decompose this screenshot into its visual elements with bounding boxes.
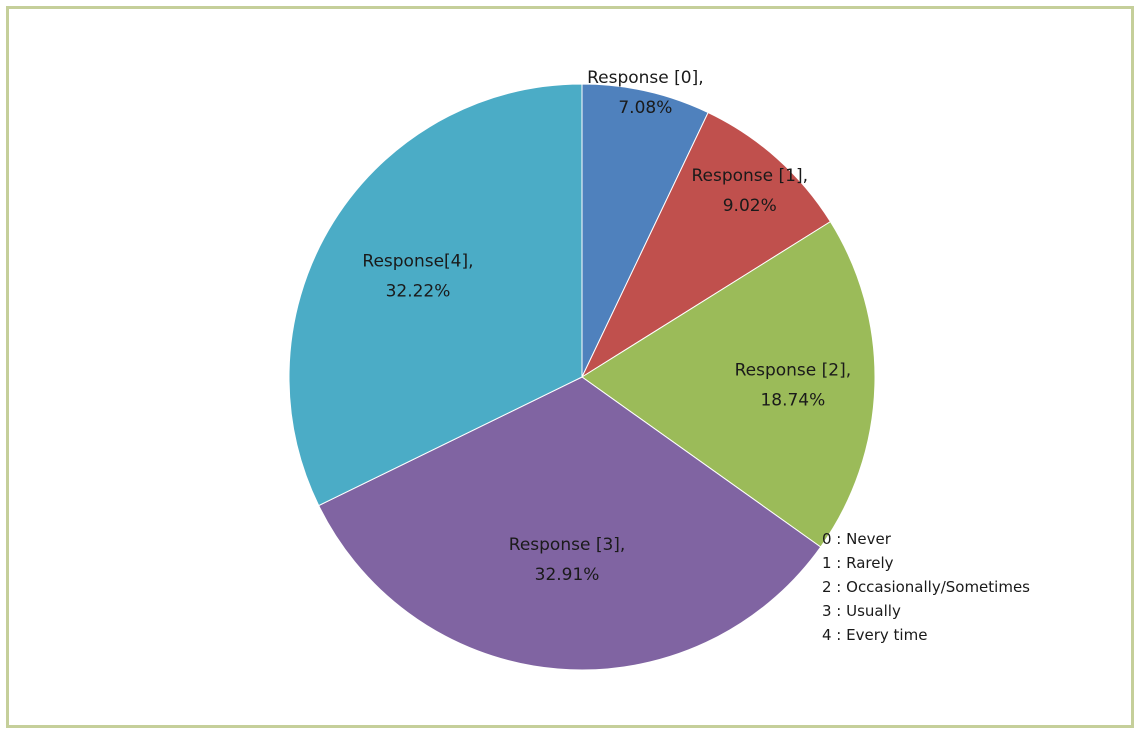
key-item-3: 3 : Usually [822,602,901,620]
pie-slice-1 [580,111,832,379]
pie-slice-0 [581,83,709,378]
pie-slice-3 [318,376,822,671]
slice-label-2: Response [2], 18.74% [735,360,852,410]
slice-label-1: Response [1], 9.02% [691,166,808,216]
pie-data-labels: Response [0], 7.08% Response [1], 9.02% Resp… [362,68,851,585]
slice-label-0: Response [0], 7.08% [587,68,704,118]
slice-label-4: Response[4], 32.22% [362,252,473,302]
key-item-4: 4 : Every time [822,626,928,644]
pie-slices [288,83,876,671]
category-key: 0 : Never 1 : Rarely 2 : Occasionally/So… [822,527,1030,647]
slice-label-3: Response [3], 32.91% [509,535,626,585]
key-item-1: 1 : Rarely [822,554,894,572]
key-item-2: 2 : Occasionally/Sometimes [822,578,1030,596]
pie-slice-4 [288,83,583,507]
key-item-0: 0 : Never [822,530,891,548]
pie-slice-2 [581,220,876,548]
